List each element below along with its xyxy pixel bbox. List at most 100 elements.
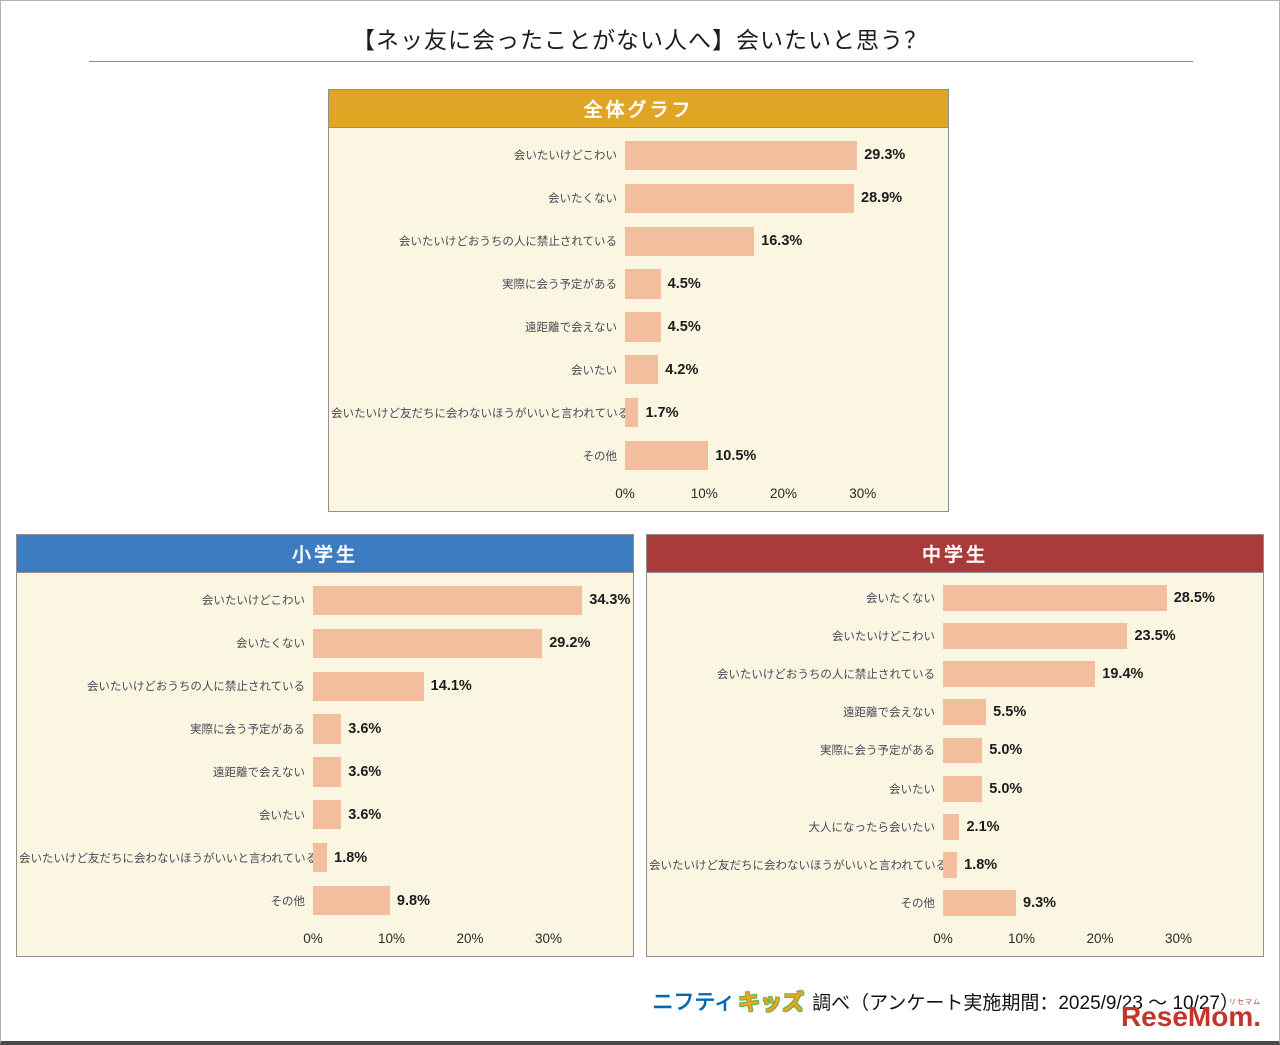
bar <box>313 714 342 744</box>
bar <box>943 661 1096 688</box>
bar-row: 会いたいけど友だちに会わないほうがいいと言われている 1.8% <box>649 846 1257 884</box>
value-label: 19.4% <box>1102 666 1144 683</box>
title-divider <box>89 61 1193 62</box>
bar-row: 実際に会う予定がある 5.0% <box>649 731 1257 769</box>
value-label: 29.3% <box>864 147 906 164</box>
category-label: 会いたいけどこわい <box>513 150 617 163</box>
bar-row: 会いたいけどこわい 23.5% <box>649 617 1257 655</box>
bar-area: 4.5% <box>625 306 942 349</box>
bar-row: 会いたいけどおうちの人に禁止されている 16.3% <box>331 220 942 263</box>
x-axis: 0% 10% 20% 30% <box>19 922 627 956</box>
bar-row: 会いたいけどこわい 34.3% <box>19 579 631 622</box>
nifty-logo: ニフティ <box>652 991 736 1014</box>
category-label: 会いたいけどおうちの人に禁止されている <box>86 681 305 694</box>
category-label: 会いたいけどこわい <box>201 595 305 608</box>
value-label: 2.1% <box>966 818 1000 835</box>
axis-tick-label: 0% <box>615 486 635 501</box>
bar-row: 遠距離で会えない 4.5% <box>331 306 942 349</box>
axis-tick-label: 10% <box>1007 930 1036 946</box>
bar <box>943 585 1167 611</box>
bar-area: 3.6% <box>313 793 627 836</box>
bar-row: その他 9.3% <box>649 884 1257 922</box>
bar-area: 1.7% <box>625 391 942 434</box>
survey-period-text: 調べ（アンケート実施期間：2025/9/23 ～ 10/27） <box>812 992 1239 1014</box>
value-label: 23.5% <box>1134 628 1176 645</box>
kids-logo: キッズ <box>738 990 805 1015</box>
axis-tick-label: 20% <box>1086 930 1114 946</box>
value-label: 28.9% <box>861 190 903 207</box>
category-label: 実際に会う予定がある <box>820 745 935 758</box>
bar-area: 34.3% <box>313 579 631 622</box>
resemom-logo: リセマム ReseMom. <box>1121 999 1261 1031</box>
page-title: 【ネッ友に会ったことがない人へ】会いたいと思う？ <box>352 27 928 53</box>
bar-area: 1.8% <box>313 836 627 879</box>
chart-plot-area: 会いたいけどこわい 29.3% 会いたくない 28.9% 会いたいけどおうちの人に禁止さ… <box>329 128 948 511</box>
bar <box>943 699 987 726</box>
category-label: その他 <box>270 895 306 908</box>
bar-area: 10.5% <box>625 434 942 477</box>
axis-tick-label: 20% <box>769 486 798 501</box>
category-label: その他 <box>582 450 618 463</box>
value-label: 3.6% <box>348 721 382 738</box>
bar-area: 1.8% <box>943 846 1257 884</box>
bar <box>943 889 1016 916</box>
category-label: 実際に会う予定がある <box>190 724 305 737</box>
bar-row: 大人になったら会いたい 2.1% <box>649 808 1257 846</box>
axis-tick-label: 30% <box>534 931 563 946</box>
resemom-logo-sub: リセマム <box>1229 999 1261 1006</box>
bar <box>625 355 659 385</box>
category-label: 会いたいけど友だちに会わないほうがいいと言われている <box>19 852 318 865</box>
value-label: 5.0% <box>989 780 1023 797</box>
value-label: 4.5% <box>667 276 701 293</box>
bar-area: 5.0% <box>943 770 1257 808</box>
value-label: 4.5% <box>667 318 701 335</box>
category-label: 会いたいけど友だちに会わないほうがいいと言われている <box>649 859 948 872</box>
value-label: 1.7% <box>645 404 679 421</box>
bar-area: 9.3% <box>943 884 1257 922</box>
bar-area: 5.5% <box>943 693 1257 731</box>
bar <box>313 885 390 916</box>
axis-tick-area: 0% 10% 20% 30% <box>933 922 1257 956</box>
value-label: 9.8% <box>396 892 430 909</box>
bar-row: 会いたいけどおうちの人に禁止されている 14.1% <box>19 665 627 708</box>
category-label: 実際に会う予定がある <box>502 279 617 292</box>
category-label: 遠距離で会えない <box>525 321 617 334</box>
bar-row: 会いたいけど友だちに会わないほうがいいと言われている 1.7% <box>331 391 942 434</box>
bar-area: 4.5% <box>625 263 942 306</box>
value-label: 1.8% <box>964 856 998 873</box>
axis-tick-label: 10% <box>690 486 718 501</box>
bar-area: 16.3% <box>625 220 942 263</box>
chart-middle: 中学生 会いたくない 28.5% 会いたいけどこわい 23.5% 会いたいけどおうちの人に… <box>646 534 1264 957</box>
bar <box>313 800 342 830</box>
value-label: 28.5% <box>1173 590 1215 607</box>
bar <box>313 843 328 873</box>
bar-area: 29.2% <box>313 622 627 665</box>
category-label: 遠距離で会えない <box>213 766 305 779</box>
bar <box>625 140 858 170</box>
category-label: 遠距離で会えない <box>843 707 935 720</box>
bar-row: 会いたい 4.2% <box>331 348 942 391</box>
chart-title: 全体グラフ <box>329 90 948 128</box>
bar <box>313 671 424 701</box>
category-label: 会いたいけどおうちの人に禁止されている <box>716 669 935 682</box>
value-label: 16.3% <box>761 233 803 250</box>
category-label: 会いたいけど友だちに会わないほうがいいと言われている <box>331 407 630 420</box>
value-label: 5.5% <box>993 704 1027 721</box>
category-label: 会いたくない <box>866 593 935 606</box>
bar <box>313 757 342 787</box>
bar <box>625 183 855 213</box>
bar-area: 2.1% <box>943 808 1257 846</box>
chart-plot-area: 会いたくない 28.5% 会いたいけどこわい 23.5% 会いたいけどおうちの人に禁止さ… <box>647 573 1263 956</box>
category-label: 会いたい <box>259 809 305 822</box>
bar <box>943 775 983 802</box>
axis-tick-label: 20% <box>456 931 484 946</box>
bar <box>313 628 543 658</box>
axis-tick-label: 30% <box>1164 930 1193 946</box>
bar-area: 3.6% <box>313 708 627 751</box>
bar-row: 会いたいけど友だちに会わないほうがいいと言われている 1.8% <box>19 836 627 879</box>
bar-area: 28.5% <box>943 579 1257 617</box>
category-label: 会いたくない <box>236 638 305 651</box>
value-label: 34.3% <box>589 592 631 609</box>
value-label: 29.2% <box>549 635 591 652</box>
